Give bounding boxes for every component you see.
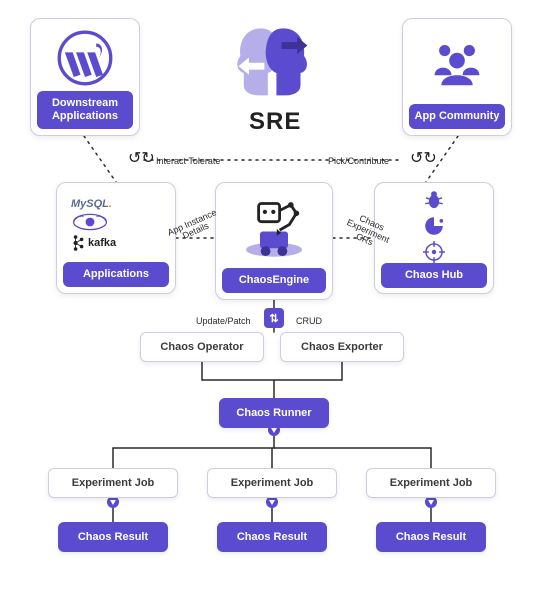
experiment-job-2: Experiment Job [207, 468, 337, 498]
pick-label: Pick/Contribute [328, 156, 389, 166]
downstream-applications-label: Downstream Applications [37, 91, 133, 129]
updown-arrows-icon: ⇅ [264, 308, 284, 328]
chaos-result-3: Chaos Result [376, 522, 486, 552]
chaos-result-2: Chaos Result [217, 522, 327, 552]
chaos-engine-card: ChaosEngine [215, 182, 333, 300]
sre-logo [230, 18, 316, 104]
applications-card: MySQL. kafka Applications [56, 182, 176, 294]
interact-label: Interact Tolerate [156, 156, 220, 166]
target-icon [423, 241, 445, 263]
pac-icon [423, 215, 445, 237]
applications-label: Applications [63, 262, 169, 287]
wordpress-icon [57, 30, 113, 86]
bug-icon [423, 189, 445, 211]
sre-title: SRE [249, 108, 301, 136]
mysql-icon: MySQL. [71, 198, 112, 210]
cycle-right-icon: ↺↻ [410, 148, 437, 168]
chaos-hub-label: Chaos Hub [381, 263, 487, 288]
chaos-exporter-box: Chaos Exporter [280, 332, 404, 362]
experiment-job-1: Experiment Job [48, 468, 178, 498]
chaos-operator-box: Chaos Operator [140, 332, 264, 362]
crud-label: CRUD [296, 316, 322, 326]
app-community-label: App Community [409, 104, 505, 129]
experiment-job-3: Experiment Job [366, 468, 496, 498]
chaos-runner-box: Chaos Runner [219, 398, 329, 428]
chaos-engine-label: ChaosEngine [222, 268, 326, 293]
robot-icon [239, 195, 309, 261]
app-community-card: App Community [402, 18, 512, 136]
kafka-icon: kafka [71, 234, 116, 252]
downstream-applications-card: Downstream Applications [30, 18, 140, 136]
cycle-left-icon: ↺↻ [128, 148, 155, 168]
eye-icon [71, 212, 109, 232]
people-icon [429, 36, 485, 92]
update-label: Update/Patch [196, 316, 251, 326]
chaos-result-1: Chaos Result [58, 522, 168, 552]
